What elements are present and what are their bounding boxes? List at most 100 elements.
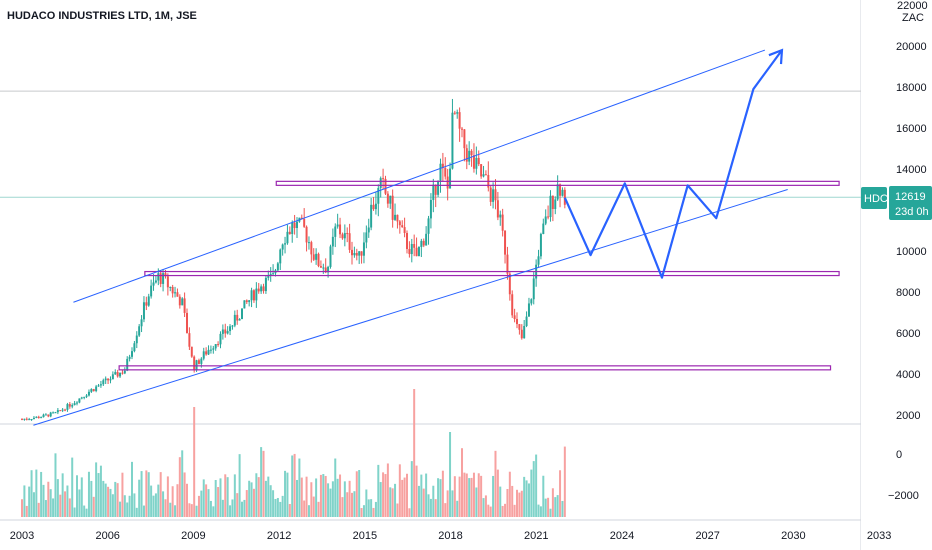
x-tick-label: 2015 — [353, 530, 377, 542]
candle-body — [176, 292, 179, 297]
candle-body — [133, 343, 136, 352]
candle-body — [516, 318, 519, 325]
candle-body — [518, 324, 521, 330]
volume-bar — [444, 503, 447, 517]
volume-bar — [176, 484, 179, 517]
volume-bar — [190, 504, 193, 517]
candle-body — [52, 412, 55, 414]
volume-bar — [516, 489, 519, 517]
candle-body — [260, 286, 263, 292]
volume-bar — [183, 472, 186, 517]
candle-body — [241, 308, 244, 320]
candle-body — [525, 316, 528, 326]
volume-bar — [477, 473, 480, 517]
volume-bar — [243, 499, 246, 517]
volume-layer — [21, 389, 566, 517]
volume-bar — [547, 497, 550, 517]
volume-bar — [379, 482, 382, 517]
volume-bar — [52, 498, 55, 517]
candle-body — [355, 252, 358, 256]
candle-body — [315, 253, 318, 260]
volume-bar — [312, 496, 315, 517]
volume-bar — [37, 502, 40, 517]
volume-bar — [279, 501, 282, 517]
candle-body — [343, 233, 346, 239]
candle-body — [327, 266, 330, 273]
volume-bar — [293, 453, 296, 517]
volume-bar — [472, 472, 475, 517]
candle-body — [556, 184, 559, 200]
candle-body — [248, 300, 251, 303]
volume-bar — [214, 480, 217, 517]
volume-bar — [334, 458, 337, 517]
volume-tick-label: −2000 — [888, 490, 919, 502]
candle-body — [190, 346, 193, 357]
volume-bar — [121, 472, 124, 517]
candle-body — [25, 418, 28, 420]
volume-bar — [372, 507, 375, 517]
candle-body — [49, 412, 52, 417]
y-tick-label: 8000 — [896, 287, 920, 299]
candle-body — [477, 157, 480, 165]
candle-body — [360, 251, 363, 256]
candle-body — [226, 331, 229, 334]
drawing-layer[interactable] — [33, 48, 840, 426]
price-axis[interactable]: 22000 ZAC 200040006000800010000120001400… — [861, 0, 932, 550]
candle-body — [434, 184, 437, 195]
volume-bar — [226, 477, 229, 517]
candle-body — [109, 379, 112, 381]
volume-bar — [365, 489, 368, 517]
candle-body — [76, 402, 79, 404]
volume-bar — [83, 505, 86, 517]
volume-bar — [508, 471, 511, 517]
candle-body — [331, 236, 334, 247]
candle-body — [472, 155, 475, 169]
volume-bar — [274, 498, 277, 517]
candle-body — [85, 395, 88, 397]
candle-body — [501, 214, 504, 231]
candle-body — [44, 414, 47, 416]
candle-body — [504, 230, 507, 255]
candle-body — [142, 302, 145, 320]
volume-bar — [470, 477, 473, 517]
volume-bar — [413, 389, 416, 517]
y-tick-label: 10000 — [896, 246, 927, 258]
candle-body — [95, 386, 98, 392]
volume-bar — [236, 493, 239, 517]
candle-body — [90, 389, 93, 392]
candle-body — [229, 326, 232, 332]
candle-body — [200, 358, 203, 364]
candle-body — [305, 226, 308, 243]
volume-bar — [451, 490, 454, 517]
candle-body — [140, 319, 143, 327]
volume-bar — [492, 475, 495, 517]
y-tick-label: 18000 — [896, 82, 927, 94]
candle-body — [47, 414, 50, 417]
candle-body — [461, 128, 464, 130]
time-axis[interactable]: 2003 2006 2009 2012 2015 2018 2021 2024 2027 2030… — [10, 530, 892, 542]
volume-bar — [272, 490, 275, 517]
volume-bar — [207, 489, 210, 517]
volume-bar — [494, 450, 497, 517]
volume-bar — [556, 495, 559, 517]
candle-body — [252, 290, 255, 301]
candle-body — [494, 189, 497, 201]
candle-body — [169, 286, 172, 288]
volume-bar — [162, 491, 165, 517]
candle-body — [492, 189, 495, 202]
volume-bar — [427, 494, 430, 517]
y-tick-label: 20000 — [896, 41, 927, 53]
candle-body — [267, 275, 270, 278]
volume-bar — [518, 492, 521, 517]
volume-bar — [212, 506, 215, 517]
volume-bar — [205, 484, 208, 517]
y-tick-label: 2000 — [896, 410, 920, 422]
volume-bar — [489, 506, 492, 517]
candle-body — [221, 329, 224, 334]
candle-body — [28, 419, 31, 421]
candle-body — [422, 240, 425, 246]
candle-body — [458, 112, 461, 129]
volume-bar — [386, 463, 389, 517]
candle-body — [138, 326, 141, 336]
